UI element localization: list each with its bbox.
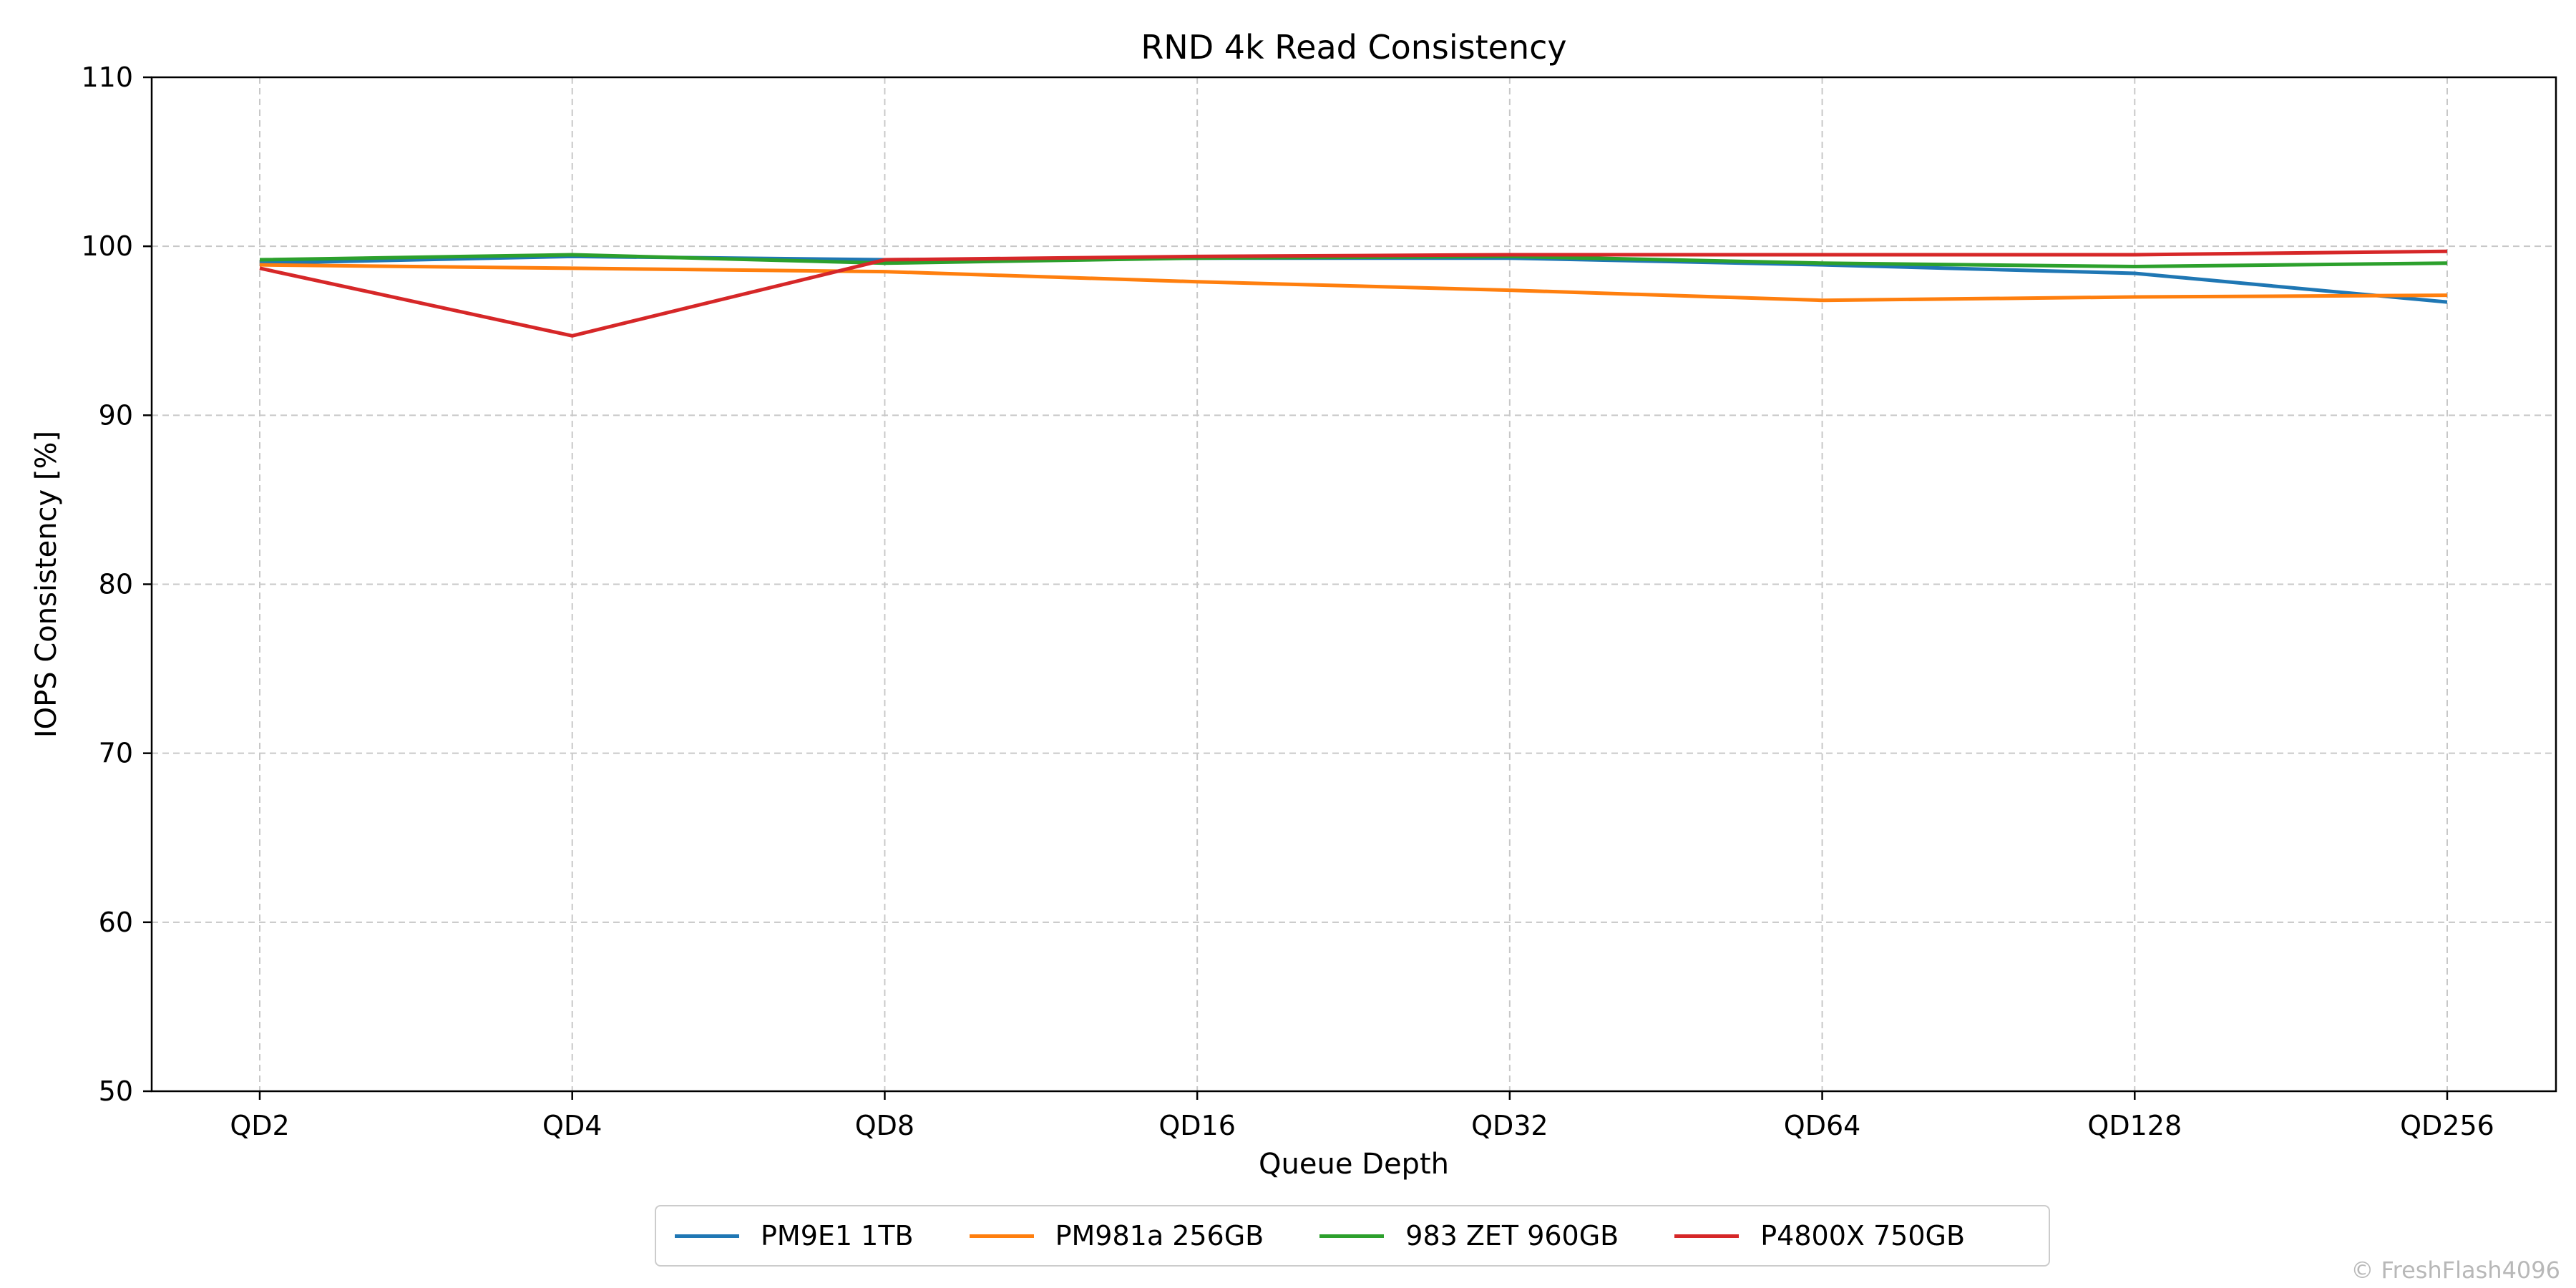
series-line-1 <box>259 254 2448 304</box>
series-line-2 <box>259 263 2448 303</box>
x-tick-label: QD64 <box>1784 1110 1861 1141</box>
chart-title: RND 4k Read Consistency <box>1141 28 1566 67</box>
legend-swatch <box>1674 1234 1740 1238</box>
legend-item: PM981a 256GB <box>969 1220 1264 1252</box>
x-tick-label: QD16 <box>1158 1110 1236 1141</box>
legend-item: PM9E1 1TB <box>675 1220 914 1252</box>
y-tick-label: 50 <box>99 1075 133 1107</box>
y-tick-label: 70 <box>99 738 133 769</box>
y-tick-label: 80 <box>99 569 133 600</box>
x-tick-label: QD8 <box>855 1110 914 1141</box>
x-axis-label: Queue Depth <box>1259 1148 1449 1181</box>
legend-label: P4800X 750GB <box>1760 1220 1966 1252</box>
legend-item: 983 ZET 960GB <box>1319 1220 1619 1252</box>
legend-item: P4800X 750GB <box>1674 1220 1965 1252</box>
legend: PM9E1 1TB PM981a 256GB 983 ZET 960GB P4800X… <box>655 1205 2050 1267</box>
x-tick-label: QD256 <box>2400 1110 2494 1141</box>
grid <box>152 77 2556 1092</box>
legend-label: 983 ZET 960GB <box>1405 1220 1619 1252</box>
legend-swatch <box>969 1234 1034 1238</box>
legend-swatch <box>1319 1234 1385 1238</box>
y-tick-label: 100 <box>81 230 133 262</box>
y-tick-label: 110 <box>81 62 133 93</box>
watermark: © FreshFlash4096 <box>2351 1257 2560 1284</box>
x-tick-label: QD4 <box>542 1110 602 1141</box>
y-tick-label: 60 <box>99 907 133 938</box>
y-axis-label: IOPS Consistency [%] <box>30 431 63 738</box>
x-tick-label: QD128 <box>2087 1110 2182 1141</box>
series-line-4 <box>259 249 2448 338</box>
legend-label: PM9E1 1TB <box>761 1220 914 1252</box>
legend-label: PM981a 256GB <box>1055 1220 1264 1252</box>
x-tick-label: QD32 <box>1471 1110 1548 1141</box>
y-tick-label: 90 <box>99 399 133 431</box>
axis-ticks: QD2 QD4 QD8 QD16 QD32 QD64 QD128 QD256 50 60 70 80 9… <box>81 62 2494 1141</box>
series-lines <box>259 249 2448 338</box>
x-tick-label: QD2 <box>230 1110 289 1141</box>
legend-swatch <box>675 1234 739 1238</box>
